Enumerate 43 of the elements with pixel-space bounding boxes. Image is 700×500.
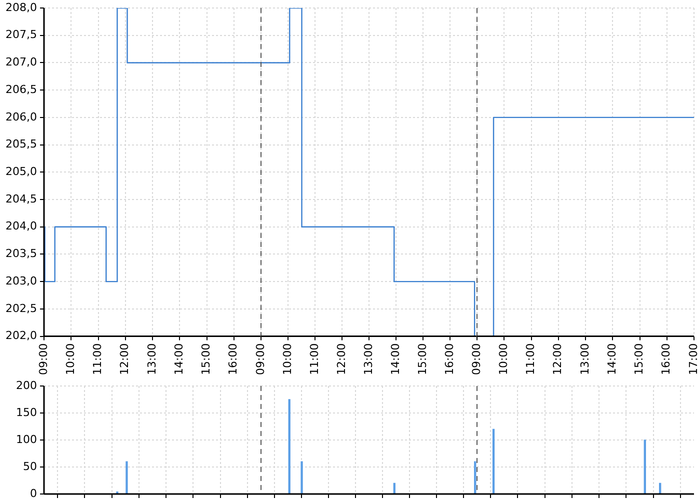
x-tick-label: 13:00 <box>578 343 592 376</box>
y-tick-label: 202,0 <box>6 329 37 342</box>
x-tick-label: 10:00 <box>64 343 77 376</box>
y-tick-label: 200 <box>16 378 37 392</box>
x-tick-label: 15:00 <box>200 343 213 376</box>
y-tick-label: 207,0 <box>6 56 37 69</box>
y-tick-label: 203,0 <box>6 274 37 288</box>
y-tick-label: 203,5 <box>6 247 37 260</box>
x-tick-label: 16:00 <box>660 343 673 376</box>
y-tick-label: 202,5 <box>6 302 37 315</box>
y-tick-label: 150 <box>16 406 37 419</box>
x-tick-label: 12:00 <box>118 343 132 376</box>
x-tick-label: 10:00 <box>280 343 294 376</box>
y-tick-label: 0 <box>30 486 37 500</box>
x-tick-label: 10:00 <box>496 343 510 376</box>
x-tick-label: 11:00 <box>91 343 104 376</box>
x-tick-label: 14:00 <box>388 343 402 376</box>
x-tick-label: 11:00 <box>308 343 321 376</box>
y-tick-label: 50 <box>23 460 37 473</box>
y-tick-label: 206,5 <box>6 82 37 96</box>
y-tick-label: 208,0 <box>6 0 37 14</box>
x-tick-label: 11:00 <box>524 343 538 376</box>
x-tick-label: 15:00 <box>632 343 646 376</box>
x-tick-label: 14:00 <box>605 343 618 376</box>
y-tick-label: 206,0 <box>6 110 37 124</box>
x-tick-label: 14:00 <box>172 343 186 376</box>
x-tick-label: 17:00 <box>686 343 700 376</box>
y-tick-label: 207,5 <box>6 28 37 42</box>
x-tick-label: 16:00 <box>442 343 456 376</box>
x-tick-label: 15:00 <box>416 343 429 376</box>
y-tick-label: 204,5 <box>6 192 37 206</box>
y-tick-label: 205,0 <box>6 165 37 178</box>
x-tick-label: 09:00 <box>36 343 50 376</box>
y-tick-label: 100 <box>16 432 37 446</box>
y-tick-label: 205,5 <box>6 138 37 151</box>
x-tick-label: 16:00 <box>226 343 240 376</box>
x-tick-label: 13:00 <box>362 343 375 376</box>
x-tick-label: 09:00 <box>470 343 483 376</box>
x-tick-label: 12:00 <box>334 343 348 376</box>
x-tick-label: 09:00 <box>254 343 267 376</box>
y-tick-label: 204,0 <box>6 220 37 233</box>
x-tick-label: 12:00 <box>551 343 564 376</box>
x-tick-label: 13:00 <box>145 343 158 376</box>
